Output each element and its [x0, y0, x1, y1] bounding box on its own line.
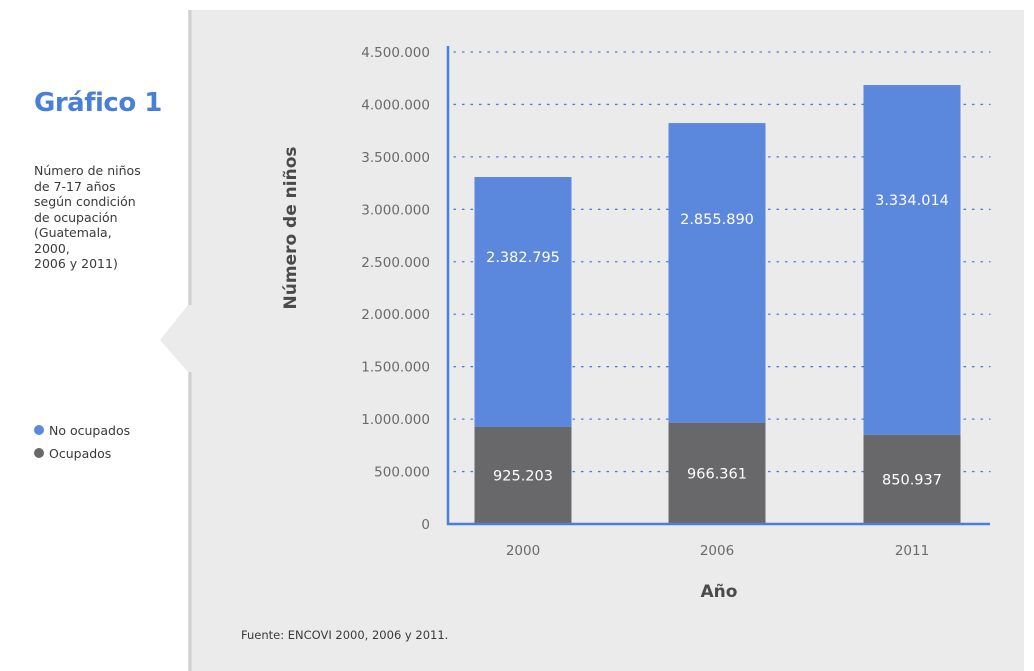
bar-ocupados: [474, 426, 572, 524]
chart-panel-shape: [160, 10, 1024, 671]
subtitle-line: 2006 y 2011): [34, 256, 118, 271]
data-label-no-ocupados: 3.334.014: [875, 193, 949, 209]
subtitle-line: de ocupación: [34, 209, 118, 225]
data-label-no-ocupados: 2.382.795: [486, 250, 560, 266]
x-tick-label: 2000: [506, 543, 540, 559]
legend-label: No ocupados: [49, 422, 131, 438]
y-tick-label: 1.500.000: [361, 360, 430, 376]
x-axis-title: Año: [701, 582, 738, 602]
y-tick-label: 2.500.000: [361, 255, 430, 271]
data-label-ocupados: 966.361: [687, 466, 747, 482]
legend-label: Ocupados: [49, 445, 112, 461]
y-tick-label: 4.000.000: [361, 97, 430, 113]
chart-legend: No ocupados Ocupados: [34, 420, 130, 466]
legend-item-no-ocupados: No ocupados: [34, 420, 130, 440]
x-tick-label: 2006: [700, 543, 734, 559]
y-tick-label: 4.500.000: [361, 45, 430, 61]
bar-ocupados: [668, 422, 766, 524]
chart-title: Gráfico 1: [34, 88, 162, 118]
legend-swatch-no-ocupados: [34, 425, 44, 435]
y-tick-label: 2.000.000: [361, 307, 430, 323]
subtitle-line: Número de niños: [34, 163, 141, 178]
subtitle-line: 2000,: [34, 240, 70, 256]
bar-no-ocupados: [668, 123, 766, 423]
legend-item-ocupados: Ocupados: [34, 443, 130, 463]
data-label-no-ocupados: 2.855.890: [680, 212, 754, 228]
bar-no-ocupados: [863, 85, 961, 435]
chart-subtitle: Número de niños de 7-17 años según condi…: [34, 163, 174, 272]
sidebar: Gráfico 1 Número de niños de 7-17 años s…: [0, 0, 188, 671]
y-tick-label: 3.500.000: [361, 150, 430, 166]
bar-ocupados: [863, 434, 961, 524]
subtitle-line: de 7-17 años: [34, 178, 116, 194]
x-tick-label: 2011: [895, 543, 929, 559]
bar-no-ocupados: [474, 177, 572, 427]
y-axis-title: Número de niños: [281, 146, 301, 309]
subtitle-line: según condición: [34, 194, 136, 209]
legend-swatch-ocupados: [34, 448, 44, 458]
data-label-ocupados: 850.937: [882, 472, 942, 488]
subtitle-line: (Guatemala,: [34, 225, 112, 240]
y-tick-label: 500.000: [374, 465, 430, 481]
y-tick-label: 0: [421, 517, 430, 533]
y-tick-label: 1.000.000: [361, 412, 430, 428]
y-tick-label: 3.000.000: [361, 202, 430, 218]
data-label-ocupados: 925.203: [493, 468, 553, 484]
source-note: Fuente: ENCOVI 2000, 2006 y 2011.: [241, 628, 449, 642]
